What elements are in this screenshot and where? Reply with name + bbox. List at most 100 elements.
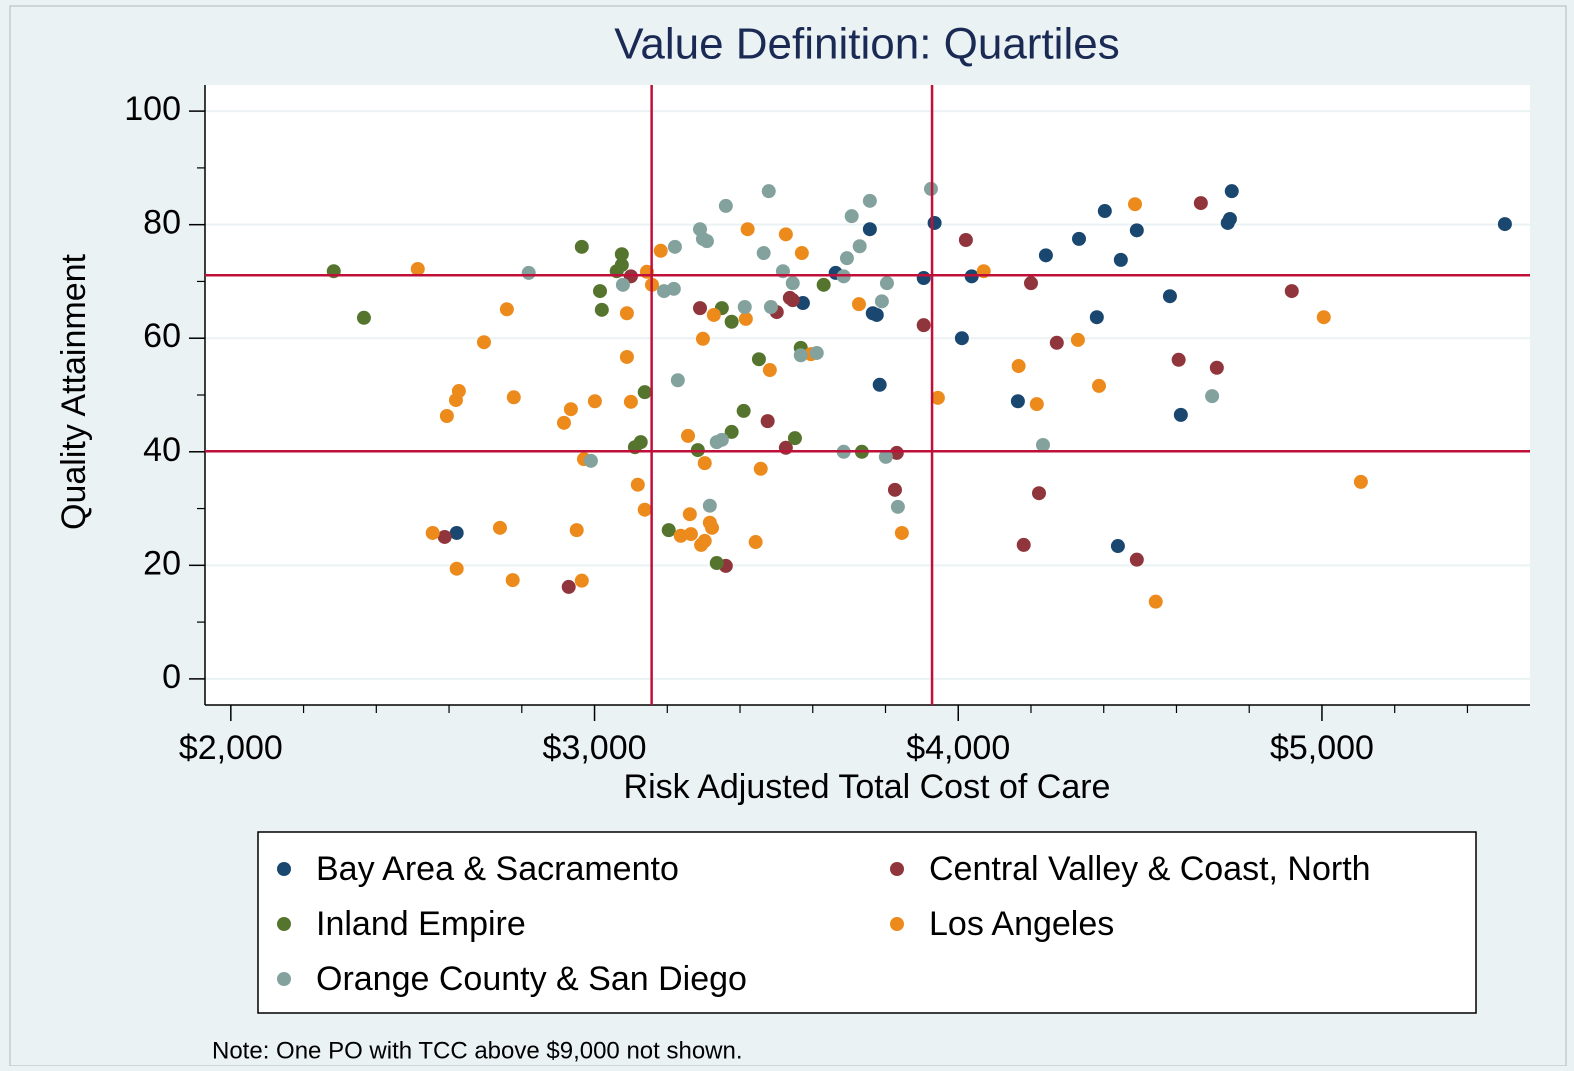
point xyxy=(697,533,712,548)
x-tick-label: $3,000 xyxy=(543,729,647,767)
point xyxy=(753,461,768,476)
legend-label: Los Angeles xyxy=(929,905,1114,943)
point xyxy=(583,453,598,468)
legend-label: Inland Empire xyxy=(316,905,526,943)
point xyxy=(683,527,698,542)
point xyxy=(851,297,866,312)
point xyxy=(1031,486,1046,501)
legend-marker xyxy=(277,917,291,931)
point xyxy=(693,301,708,316)
point xyxy=(1129,552,1144,567)
point xyxy=(1011,359,1026,374)
point xyxy=(410,261,425,276)
point xyxy=(737,299,752,314)
point xyxy=(1171,352,1186,367)
point xyxy=(724,314,739,329)
legend-label: Central Valley & Coast, North xyxy=(929,850,1371,888)
y-tick-label: 0 xyxy=(162,658,181,696)
point xyxy=(637,385,652,400)
point xyxy=(1089,310,1104,325)
point xyxy=(879,276,894,291)
point xyxy=(633,435,648,450)
note: Note: One PO with TCC above $9,000 not s… xyxy=(212,1037,743,1064)
point xyxy=(785,293,800,308)
point xyxy=(778,227,793,242)
point xyxy=(439,409,454,424)
legend-marker xyxy=(277,972,291,986)
point xyxy=(1035,437,1050,452)
point xyxy=(706,307,721,322)
point xyxy=(1316,310,1331,325)
point xyxy=(695,331,710,346)
point xyxy=(556,415,571,430)
point xyxy=(1205,389,1220,404)
point xyxy=(1193,196,1208,211)
point xyxy=(1010,394,1025,409)
point xyxy=(872,377,887,392)
point xyxy=(816,277,831,292)
point xyxy=(714,432,729,447)
point xyxy=(705,520,720,535)
point xyxy=(1097,204,1112,219)
point xyxy=(506,390,521,405)
point xyxy=(751,352,766,367)
point xyxy=(661,523,676,538)
point xyxy=(1110,539,1125,554)
x-tick-label: $2,000 xyxy=(179,729,283,767)
point xyxy=(425,525,440,540)
point xyxy=(958,233,973,247)
point xyxy=(666,281,681,296)
point xyxy=(736,403,751,418)
point xyxy=(667,239,682,254)
point xyxy=(1284,284,1299,299)
point xyxy=(1023,276,1038,291)
point xyxy=(615,277,630,292)
point xyxy=(619,349,634,364)
point xyxy=(1128,197,1143,212)
point xyxy=(637,502,652,517)
point xyxy=(1222,211,1237,226)
y-tick-label: 80 xyxy=(143,204,181,242)
point xyxy=(760,414,775,429)
point xyxy=(563,402,578,417)
point xyxy=(738,311,753,326)
point xyxy=(927,215,942,230)
point xyxy=(449,525,464,540)
point xyxy=(709,556,724,571)
point xyxy=(670,373,685,388)
point xyxy=(762,363,777,378)
x-axis-label: Risk Adjusted Total Cost of Care xyxy=(624,768,1111,806)
point xyxy=(890,499,905,514)
y-axis-label: Quality Attainment xyxy=(55,253,93,529)
point xyxy=(869,307,884,322)
point xyxy=(614,247,629,262)
point xyxy=(1148,594,1163,609)
legend-marker xyxy=(890,862,904,876)
point xyxy=(619,306,634,321)
point xyxy=(356,310,371,325)
point xyxy=(681,428,696,443)
point xyxy=(1070,332,1085,347)
point xyxy=(569,523,584,538)
point xyxy=(587,394,602,409)
chart-title: Value Definition: Quartiles xyxy=(614,20,1119,69)
point xyxy=(793,348,808,363)
point xyxy=(1038,248,1053,263)
point xyxy=(862,222,877,237)
legend xyxy=(257,831,1477,1014)
point xyxy=(561,579,576,594)
point xyxy=(702,498,717,513)
y-tick-label: 60 xyxy=(143,317,181,355)
point xyxy=(614,257,629,272)
legend-label: Orange County & San Diego xyxy=(316,960,747,998)
point xyxy=(505,573,520,588)
point xyxy=(476,335,491,350)
x-tick-label: $5,000 xyxy=(1270,729,1374,767)
point xyxy=(1113,252,1128,267)
point xyxy=(809,345,824,360)
point xyxy=(1162,289,1177,304)
point xyxy=(1129,223,1144,238)
point xyxy=(748,535,763,550)
point xyxy=(740,222,755,237)
